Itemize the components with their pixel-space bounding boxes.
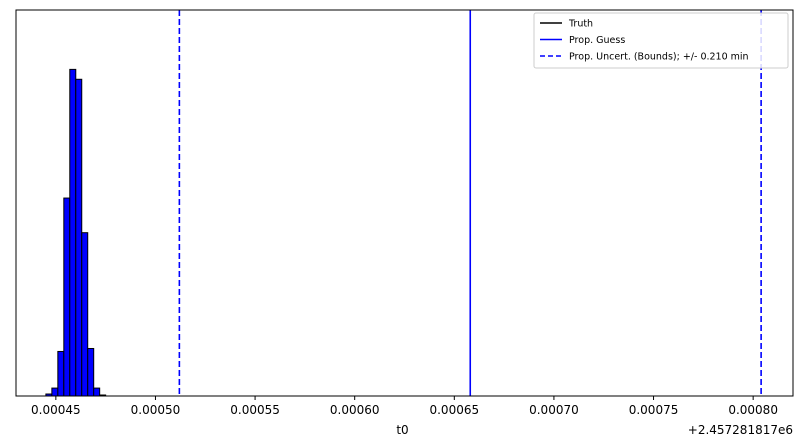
legend-label-1: Prop. Guess: [569, 35, 625, 46]
plot-frame: [15, 9, 794, 397]
histogram-bar-2: [57, 350, 65, 397]
x-axis-offset-label: +2.457281817e6: [688, 423, 793, 437]
x-tick-label-4: 0.00065: [429, 403, 479, 417]
histogram-bar-6: [81, 232, 89, 397]
legend-label-2: Prop. Uncert. (Bounds); +/- 0.210 min: [569, 52, 749, 63]
x-tick-label-2: 0.00055: [230, 403, 280, 417]
histogram-bar-7: [87, 347, 95, 397]
histogram-bar-3: [63, 197, 71, 397]
x-axis-label: t0: [396, 423, 408, 437]
histogram-bars: [45, 68, 107, 397]
x-tick-label-6: 0.00075: [629, 403, 679, 417]
x-axis-ticks: 0.00045 0.00050 0.00055 0.00060 0.00065 0.000…: [31, 396, 778, 417]
histogram-bar-8: [93, 387, 101, 397]
legend-box: [533, 12, 789, 69]
x-tick-label-7: 0.00080: [728, 403, 778, 417]
histogram-bar-4: [69, 68, 77, 397]
histogram-bar-1: [51, 387, 59, 397]
histogram-bar-5: [75, 78, 83, 397]
legend-label-0: Truth: [568, 19, 593, 30]
x-tick-label-0: 0.00045: [31, 403, 81, 417]
vertical-lines: [178, 10, 762, 396]
legend: Truth Prop. Guess Prop. Uncert. (Bounds); …: [533, 12, 789, 69]
x-tick-label-3: 0.00060: [330, 403, 380, 417]
x-tick-label-1: 0.00050: [131, 403, 181, 417]
x-tick-label-5: 0.00070: [529, 403, 579, 417]
